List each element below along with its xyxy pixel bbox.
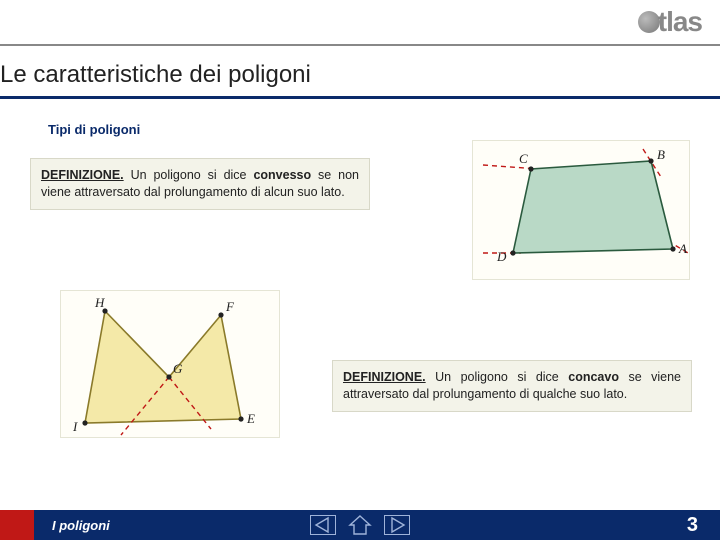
page-title: Le caratteristiche dei poligoni — [0, 54, 720, 96]
top-rule — [0, 44, 720, 46]
nav-prev-button[interactable] — [310, 515, 336, 535]
vertex-label-E: E — [246, 411, 255, 426]
def-label: DEFINIZIONE. — [41, 168, 124, 182]
definition-concave: DEFINIZIONE. Un poligono si dice concavo… — [332, 360, 692, 412]
globe-icon — [638, 11, 660, 33]
vertex-label-H: H — [94, 295, 105, 310]
vertex-label-F: F — [225, 299, 235, 314]
footer-nav — [310, 514, 410, 536]
def-keyword: concavo — [568, 370, 619, 384]
footer-bar: I poligoni 3 — [0, 510, 720, 540]
figure-convex: A B C D — [472, 140, 690, 280]
vertex-label-D: D — [496, 249, 507, 264]
vertex-label-B: B — [657, 147, 665, 162]
page-number: 3 — [687, 514, 698, 537]
nav-next-button[interactable] — [384, 515, 410, 535]
section-subtitle: Tipi di poligoni — [48, 122, 140, 137]
vertex-label-I: I — [72, 419, 78, 434]
def-text-pre: Un poligono si dice — [426, 370, 569, 384]
vertex-label-G: G — [173, 361, 183, 376]
nav-home-button[interactable] — [348, 514, 372, 536]
figure-concave: E F G H I — [60, 290, 280, 438]
definition-convex: DEFINIZIONE. Un poligono si dice convess… — [30, 158, 370, 210]
vertex-label-A: A — [678, 241, 687, 256]
def-label: DEFINIZIONE. — [343, 370, 426, 384]
brand-logo: tlas — [638, 6, 702, 38]
footer-title: I poligoni — [52, 518, 110, 533]
def-text-pre: Un poligono si dice — [124, 168, 254, 182]
title-underline — [0, 96, 720, 99]
def-keyword: convesso — [253, 168, 311, 182]
title-bar: Le caratteristiche dei poligoni — [0, 54, 720, 96]
logo-text: tlas — [658, 6, 702, 37]
footer-red-block — [0, 510, 34, 540]
vertex-label-C: C — [519, 151, 528, 166]
